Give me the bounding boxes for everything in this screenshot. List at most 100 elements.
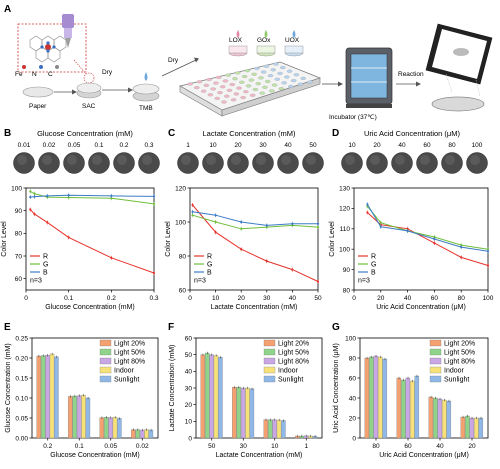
bar	[276, 419, 282, 439]
bar	[213, 355, 219, 439]
data-point	[291, 268, 294, 271]
well	[222, 79, 229, 83]
well	[288, 84, 294, 88]
well	[206, 78, 212, 82]
series-line-g	[367, 206, 489, 250]
data-point	[29, 195, 32, 199]
spot-highlight	[281, 155, 291, 165]
pipette-icon	[62, 14, 74, 48]
legend-label: G	[207, 262, 212, 269]
legend-label: Indoor	[114, 368, 135, 375]
well	[235, 71, 241, 75]
data-point	[214, 214, 217, 217]
plot-frame	[31, 337, 159, 439]
tmb-disc-icon	[132, 72, 160, 102]
well	[260, 70, 267, 74]
strip-c: C Lactate Concentration (mM) 1 10 20 30 40 50	[168, 128, 324, 174]
bar	[460, 416, 466, 439]
x-tick-label: 80	[372, 443, 380, 450]
data-point	[291, 222, 294, 225]
tablet-icon	[425, 23, 493, 97]
spot-highlight	[92, 155, 102, 165]
bar	[85, 397, 91, 439]
spot-highlight	[470, 155, 480, 165]
data-point	[152, 195, 156, 198]
panel-letter-e: E	[4, 322, 11, 333]
y-tick-label: 0.00	[15, 435, 28, 442]
legend-label: Light 80%	[114, 359, 145, 366]
well	[232, 77, 238, 81]
x-tick-label: 10	[212, 295, 220, 302]
well	[241, 74, 248, 79]
data-point	[433, 241, 436, 245]
bar	[396, 377, 402, 439]
legend-swatch	[263, 348, 276, 356]
strip-label: 20	[234, 142, 242, 149]
well	[258, 76, 264, 80]
x-tick-label: 40	[404, 295, 412, 302]
label-paper: Paper	[29, 103, 47, 110]
data-point	[240, 227, 243, 230]
label-fe: Fe	[15, 71, 23, 78]
strip-d-title: Uric Acid Concentration (μM)	[364, 129, 461, 138]
bar	[76, 395, 82, 439]
data-point	[265, 260, 268, 263]
bar	[240, 387, 246, 439]
sample-note: n=3	[358, 278, 370, 285]
strip-label: 30	[259, 142, 267, 149]
spot-highlight	[117, 155, 127, 165]
series-line-r	[29, 209, 155, 274]
data-point	[33, 195, 36, 198]
data-point	[486, 248, 490, 251]
x-tick-label: 60	[404, 443, 412, 450]
y-axis-label: Color Level	[1, 221, 8, 257]
well	[217, 91, 223, 95]
bar	[401, 379, 406, 439]
bar	[245, 387, 250, 439]
data-point	[110, 197, 113, 200]
well	[239, 80, 245, 84]
bar	[117, 418, 122, 439]
label-sac: SAC	[82, 103, 96, 110]
legend-label: B	[207, 270, 212, 277]
strip-label: 40	[398, 142, 406, 149]
data-point	[366, 203, 369, 206]
bar	[36, 355, 41, 439]
well	[255, 82, 261, 86]
well	[245, 84, 252, 88]
well	[240, 96, 246, 100]
bar	[232, 387, 237, 439]
well	[252, 87, 259, 92]
data-point	[460, 246, 463, 249]
label-incubator: Incubator (37℃)	[329, 114, 377, 121]
bar	[410, 380, 415, 439]
y-tick-label: 100	[11, 185, 22, 192]
bar	[442, 399, 447, 439]
strip-label: 10	[348, 142, 356, 149]
incubator-icon	[345, 47, 393, 108]
bar	[433, 397, 438, 439]
data-point	[110, 256, 113, 259]
x-tick-label: 100	[483, 295, 494, 302]
bar	[405, 377, 411, 439]
strip-label: 20	[373, 142, 381, 149]
data-point	[486, 250, 490, 253]
legend-label: B	[43, 270, 48, 277]
y-tick-label: 100	[175, 219, 186, 226]
panel-letter-c: C	[168, 128, 175, 139]
bar	[200, 354, 205, 439]
well	[264, 79, 271, 84]
data-point	[406, 229, 409, 232]
data-point	[366, 211, 369, 214]
bar	[414, 375, 420, 439]
y-tick-label: 50	[185, 352, 193, 359]
bar	[81, 395, 86, 439]
chart-e: 0.00 0.05 0.10 0.15 0.20 0.25 0.2 0.1 0.05 0.02 Gl…	[5, 335, 159, 459]
y-tick-label: 40	[185, 369, 193, 376]
chart-b: 0 0.1 0.2 0.3 60 70 80 90 100 Glucose Concentrati…	[1, 185, 159, 311]
spot-highlight	[206, 155, 216, 165]
x-tick-label: 0	[188, 295, 192, 302]
x-axis-label: Glucose Concentration (mM)	[50, 452, 139, 459]
